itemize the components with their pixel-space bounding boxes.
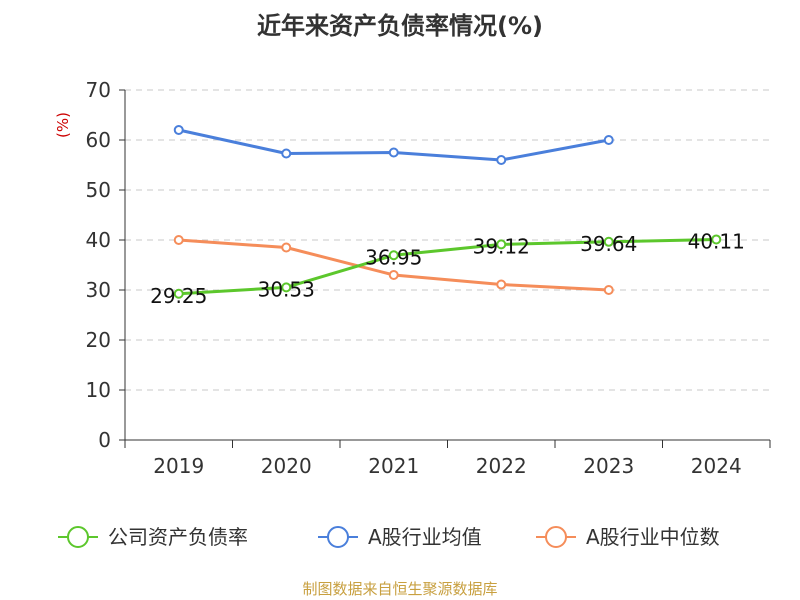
legend-label: A股行业中位数 (586, 525, 720, 549)
data-label: 39.12 (473, 234, 530, 258)
y-tick-label: 30 (86, 278, 111, 302)
x-tick-label: 2019 (153, 454, 204, 478)
legend-marker (545, 526, 567, 548)
data-point (388, 270, 399, 280)
x-tick-label: 2023 (583, 454, 634, 478)
data-point (603, 285, 614, 295)
gridlines (125, 89, 770, 391)
data-label: 39.64 (580, 232, 637, 256)
data-point (281, 282, 292, 293)
legend-label: A股行业均值 (368, 525, 482, 549)
data-point (603, 135, 614, 145)
legend-item: 公司资产负债率 (58, 525, 248, 549)
data-label: 29.25 (150, 284, 207, 308)
y-tick-label: 20 (86, 328, 111, 352)
series-lines (173, 125, 722, 299)
data-point (496, 279, 507, 290)
data-label: 36.95 (365, 245, 422, 269)
legend: 公司资产负债率 A股行业均值 A股行业中位数 (58, 525, 720, 549)
data-label: 30.53 (258, 277, 315, 301)
y-tick-label: 0 (98, 428, 111, 452)
chart-title: 近年来资产负债率情况(%) (257, 12, 543, 40)
data-point (388, 250, 399, 261)
y-tick-label: 60 (86, 128, 111, 152)
y-tick-label: 50 (86, 178, 111, 202)
y-tick-label: 70 (86, 78, 111, 102)
data-point (173, 235, 184, 245)
y-tick-label: 10 (86, 378, 111, 402)
data-point (388, 147, 399, 158)
series-line (178, 237, 717, 296)
data-point (603, 236, 614, 247)
data-point (496, 239, 507, 250)
y-axis-unit-label: (%) (54, 112, 72, 138)
legend-marker (67, 526, 89, 548)
data-point (711, 234, 722, 245)
source-note: 制图数据来自恒生聚源数据库 (302, 580, 497, 598)
x-tick-label: 2020 (261, 454, 312, 478)
x-tick-label: 2024 (691, 454, 742, 478)
y-tick-label: 40 (86, 228, 111, 252)
legend-label: 公司资产负债率 (108, 525, 248, 549)
data-point (173, 125, 184, 135)
data-point (281, 148, 292, 159)
legend-marker (327, 526, 349, 548)
data-labels: 29.25 30.53 36.95 39.12 39.64 40.11 (150, 229, 745, 307)
x-tick-label: 2022 (476, 454, 527, 478)
data-label: 40.11 (688, 229, 745, 253)
legend-item: A股行业均值 (318, 525, 482, 549)
data-point (173, 288, 184, 299)
legend-item: A股行业中位数 (536, 525, 720, 549)
x-tick-label: 2021 (368, 454, 419, 478)
data-point (496, 155, 507, 165)
axes: 0 10 20 30 40 50 60 70 2019 2020 2021 2022 2023 2024 (86, 78, 771, 478)
data-point (281, 242, 292, 253)
